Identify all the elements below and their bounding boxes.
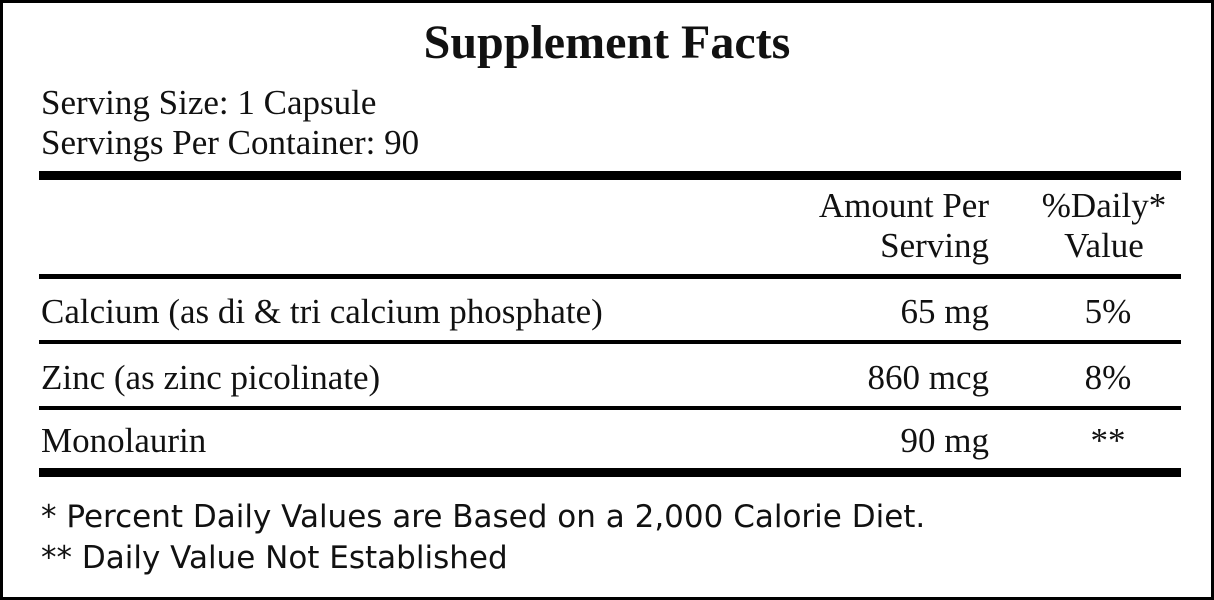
amount: 860 mcg xyxy=(867,358,989,397)
header-amount: Amount Per xyxy=(818,186,989,225)
rule xyxy=(39,274,1181,279)
nutrient-name: Monolaurin xyxy=(41,421,207,460)
nutrient-name: Calcium (as di & tri calcium phosphate) xyxy=(41,292,603,331)
serving-size: Serving Size: 1 Capsule xyxy=(41,83,377,122)
nutrient-name: Zinc (as zinc picolinate) xyxy=(41,358,381,397)
rule xyxy=(39,406,1181,410)
daily-value: ** xyxy=(1090,421,1126,460)
daily-value: 5% xyxy=(1084,292,1132,331)
header-dv: Value xyxy=(1064,226,1144,265)
title: Supplement Facts xyxy=(423,16,791,69)
header-amount: Serving xyxy=(880,226,989,265)
thick-rule xyxy=(39,468,1181,477)
amount: 90 mg xyxy=(900,421,989,460)
footnote: * Percent Daily Values are Based on a 2,… xyxy=(41,499,926,535)
amount: 65 mg xyxy=(900,292,989,331)
daily-value: 8% xyxy=(1084,358,1132,397)
footnote: ** Daily Value Not Established xyxy=(41,540,508,576)
rule xyxy=(39,340,1181,344)
servings-per-container: Servings Per Container: 90 xyxy=(41,123,420,162)
header-dv: %Daily* xyxy=(1041,186,1167,225)
thick-rule xyxy=(39,171,1181,180)
